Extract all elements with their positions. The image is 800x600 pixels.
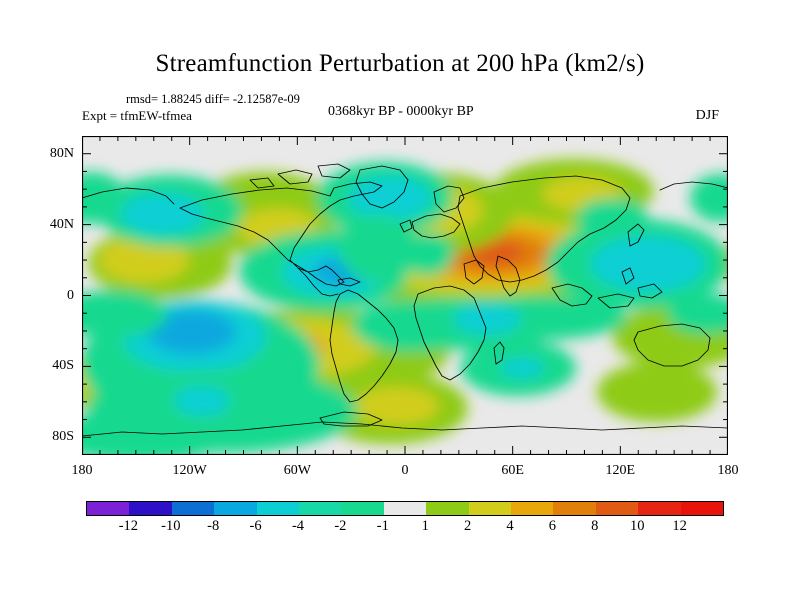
colorbar-tick-label: -6 [249,518,262,534]
colorbar-swatch[interactable] [680,502,724,515]
colorbar-tick-label: 1 [421,518,429,534]
season-annotation: DJF [695,108,719,123]
x-axis-tick-label: 0 [401,463,409,478]
colorbar-tick-label: 12 [672,518,687,534]
colorbar-tick-label: 6 [548,518,557,534]
period-annotation: 0368kyr BP - 0000kyr BP [328,104,474,119]
colorbar-tick-label: -1 [376,518,389,534]
colorbar-tick-label: 2 [463,518,472,534]
colorbar-swatch[interactable] [553,502,596,515]
colorbar[interactable] [86,501,724,516]
coastlines [82,163,728,437]
filled-contours [82,159,728,455]
colorbar-swatch[interactable] [256,502,300,515]
x-axis-tick-label: 60E [501,463,524,478]
stats-annotation: rmsd= 1.88245 diff= -2.12587e-09 [126,92,300,106]
x-axis-tick-label: 120E [605,463,636,478]
colorbar-tick-label: -4 [291,518,305,534]
colorbar-tick-label: -2 [334,518,347,534]
colorbar-tick-label: 10 [629,518,645,534]
colorbar-swatch[interactable] [638,502,681,515]
experiment-annotation: Expt = tfmEW-tfmea [82,108,192,123]
colorbar-swatch[interactable] [299,502,342,515]
colorbar-swatch[interactable] [341,502,384,515]
colorbar-swatch[interactable] [426,502,469,515]
x-axis-tick-label: 180 [71,463,93,478]
y-axis-tick-label: 80N [49,145,74,161]
x-axis-tick-label: 120W [172,463,207,478]
colorbar-swatch[interactable] [214,502,257,515]
y-axis-tick-label: 0 [67,287,74,303]
x-axis-tick-label: 180 [717,463,739,478]
colorbar-swatch[interactable] [595,502,639,515]
colorbar-swatch[interactable] [468,502,512,515]
colorbar-tick-label: -8 [207,518,220,534]
contour-map [82,136,728,455]
y-axis-tick-label: 40S [52,358,74,374]
y-axis-tick-label: 80S [52,429,74,445]
colorbar-tick-label: -12 [118,518,139,534]
colorbar-tick-label: -10 [161,518,181,534]
colorbar-swatch[interactable] [171,502,215,515]
axis-ticks [82,136,728,455]
colorbar-swatch[interactable] [511,502,554,515]
colorbar-tick-label: 8 [591,518,599,534]
x-axis-tick-label: 60W [283,463,311,478]
colorbar-tick-label: 4 [506,518,514,534]
colorbar-swatch[interactable] [129,502,172,515]
map-plot-area [82,136,728,455]
y-axis-tick-label: 40N [49,216,74,232]
page-title: Streamfunction Perturbation at 200 hPa (… [155,50,645,77]
colorbar-swatch[interactable] [87,502,130,515]
colorbar-swatch[interactable] [383,502,427,515]
